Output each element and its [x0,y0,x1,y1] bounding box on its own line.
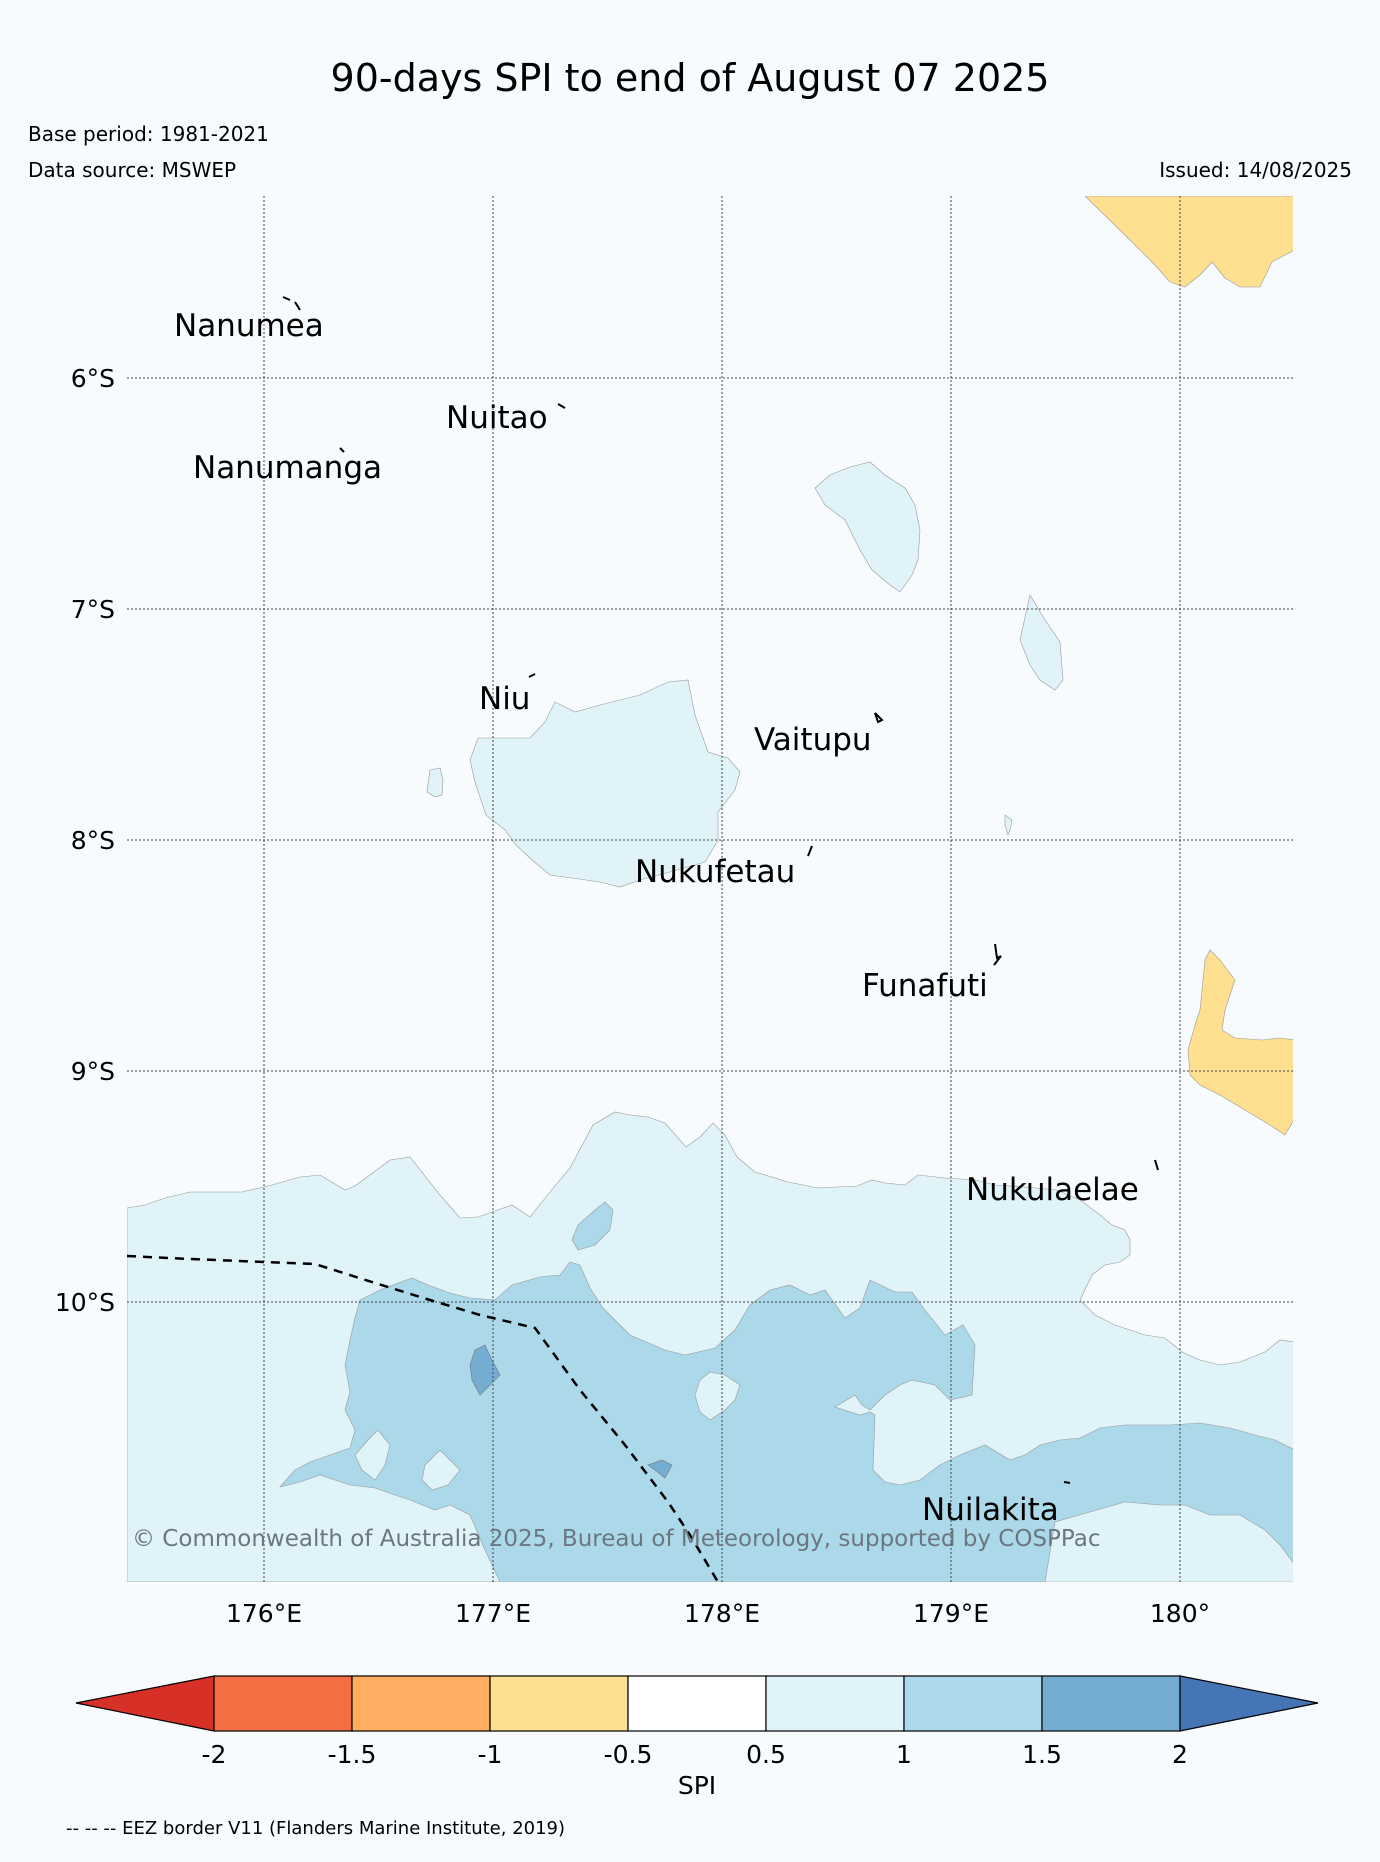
colorbar-tick: 1.5 [1022,1740,1062,1769]
colorbar-swatch [1041,1675,1181,1732]
island-nukufetau [807,845,813,857]
spi-contour-wet-north-1 [814,461,921,593]
island-nuilakita [1063,1481,1071,1484]
lat-label-10s: 10°S [55,1288,115,1317]
island-funafuti [993,943,1002,966]
lon-label-176e: 176°E [226,1599,302,1628]
island-nuitao [557,403,566,409]
colorbar-extend-low [75,1675,215,1732]
place-label-nuitao: Nuitao [446,400,548,436]
lat-label-9s: 9°S [71,1057,115,1086]
colorbar-tick: -2 [202,1740,227,1769]
lon-label-177e: 177°E [455,1599,531,1628]
issued-date-text: Issued: 14/08/2025 [1159,158,1352,182]
spi-contour-wet-north-2 [1019,594,1064,691]
lat-label-8s: 8°S [71,826,115,855]
place-label-nanumanga: Nanumanga [193,450,382,486]
base-period-text: Base period: 1981-2021 [28,122,269,146]
spi-contour-very-wet-1 [469,1344,501,1396]
place-label-niu: Niu [479,681,530,717]
place-label-nukulaelae: Nukulaelae [966,1172,1139,1208]
eez-border-legend: -- -- -- EEZ border V11 (Flanders Marine… [66,1818,566,1839]
spi-contour-wet-central [469,679,741,888]
place-label-vaitupu: Vaitupu [754,722,872,758]
island-niu [528,673,536,678]
lon-label-180: 180° [1150,1599,1210,1628]
lat-label-6s: 6°S [71,364,115,393]
colorbar-tick: -1.5 [328,1740,377,1769]
map-area [127,196,1293,1582]
colorbar-swatch [489,1675,629,1732]
colorbar-tick: -0.5 [604,1740,653,1769]
island-nukulaelae [1154,1159,1159,1171]
colorbar-tick: -1 [478,1740,503,1769]
spi-contour-hole-3 [421,1449,461,1491]
colorbar-swatch [903,1675,1043,1732]
colorbar-tick: 2 [1172,1740,1188,1769]
spi-contour-dry-north [1084,196,1293,288]
spi-contour-very-wet-2 [647,1459,673,1479]
colorbar [75,1675,1319,1732]
colorbar-swatch [765,1675,905,1732]
spi-contour-dry-east [1187,949,1293,1136]
colorbar-tick: 0.5 [746,1740,786,1769]
spi-contour-wet-small-1 [1004,814,1013,836]
colorbar-tick: 1 [896,1740,912,1769]
place-label-nukufetau: Nukufetau [635,854,795,890]
island-nanumanga [339,447,345,453]
spi-contour-moderately-wet [127,1261,1293,1582]
lat-label-7s: 7°S [71,595,115,624]
graticule [127,196,1293,1582]
island-nanumea [282,296,301,311]
colorbar-swatch [627,1675,767,1732]
spi-contour-wet-small-2 [426,767,444,798]
spi-contour-hole-2 [354,1429,391,1481]
colorbar-extend-high [1179,1675,1319,1732]
island-vaitupu [874,712,884,724]
place-label-nuilakita: Nuilakita [922,1492,1059,1528]
spi-contour-hole-1 [694,1371,741,1421]
eez-border-line [127,1254,720,1582]
spi-contour-moderately-wet-blob [571,1201,614,1251]
place-label-nanumea: Nanumea [174,308,324,344]
copyright-notice: © Commonwealth of Australia 2025, Bureau… [132,1526,1101,1552]
colorbar-label: SPI [678,1771,716,1800]
colorbar-swatch [213,1675,353,1732]
lon-label-178e: 178°E [684,1599,760,1628]
map-title: 90-days SPI to end of August 07 2025 [330,56,1050,100]
islands [282,296,1159,1484]
place-label-funafuti: Funafuti [862,968,988,1004]
lon-label-179e: 179°E [913,1599,989,1628]
data-source-text: Data source: MSWEP [28,158,237,182]
colorbar-swatch [351,1675,491,1732]
